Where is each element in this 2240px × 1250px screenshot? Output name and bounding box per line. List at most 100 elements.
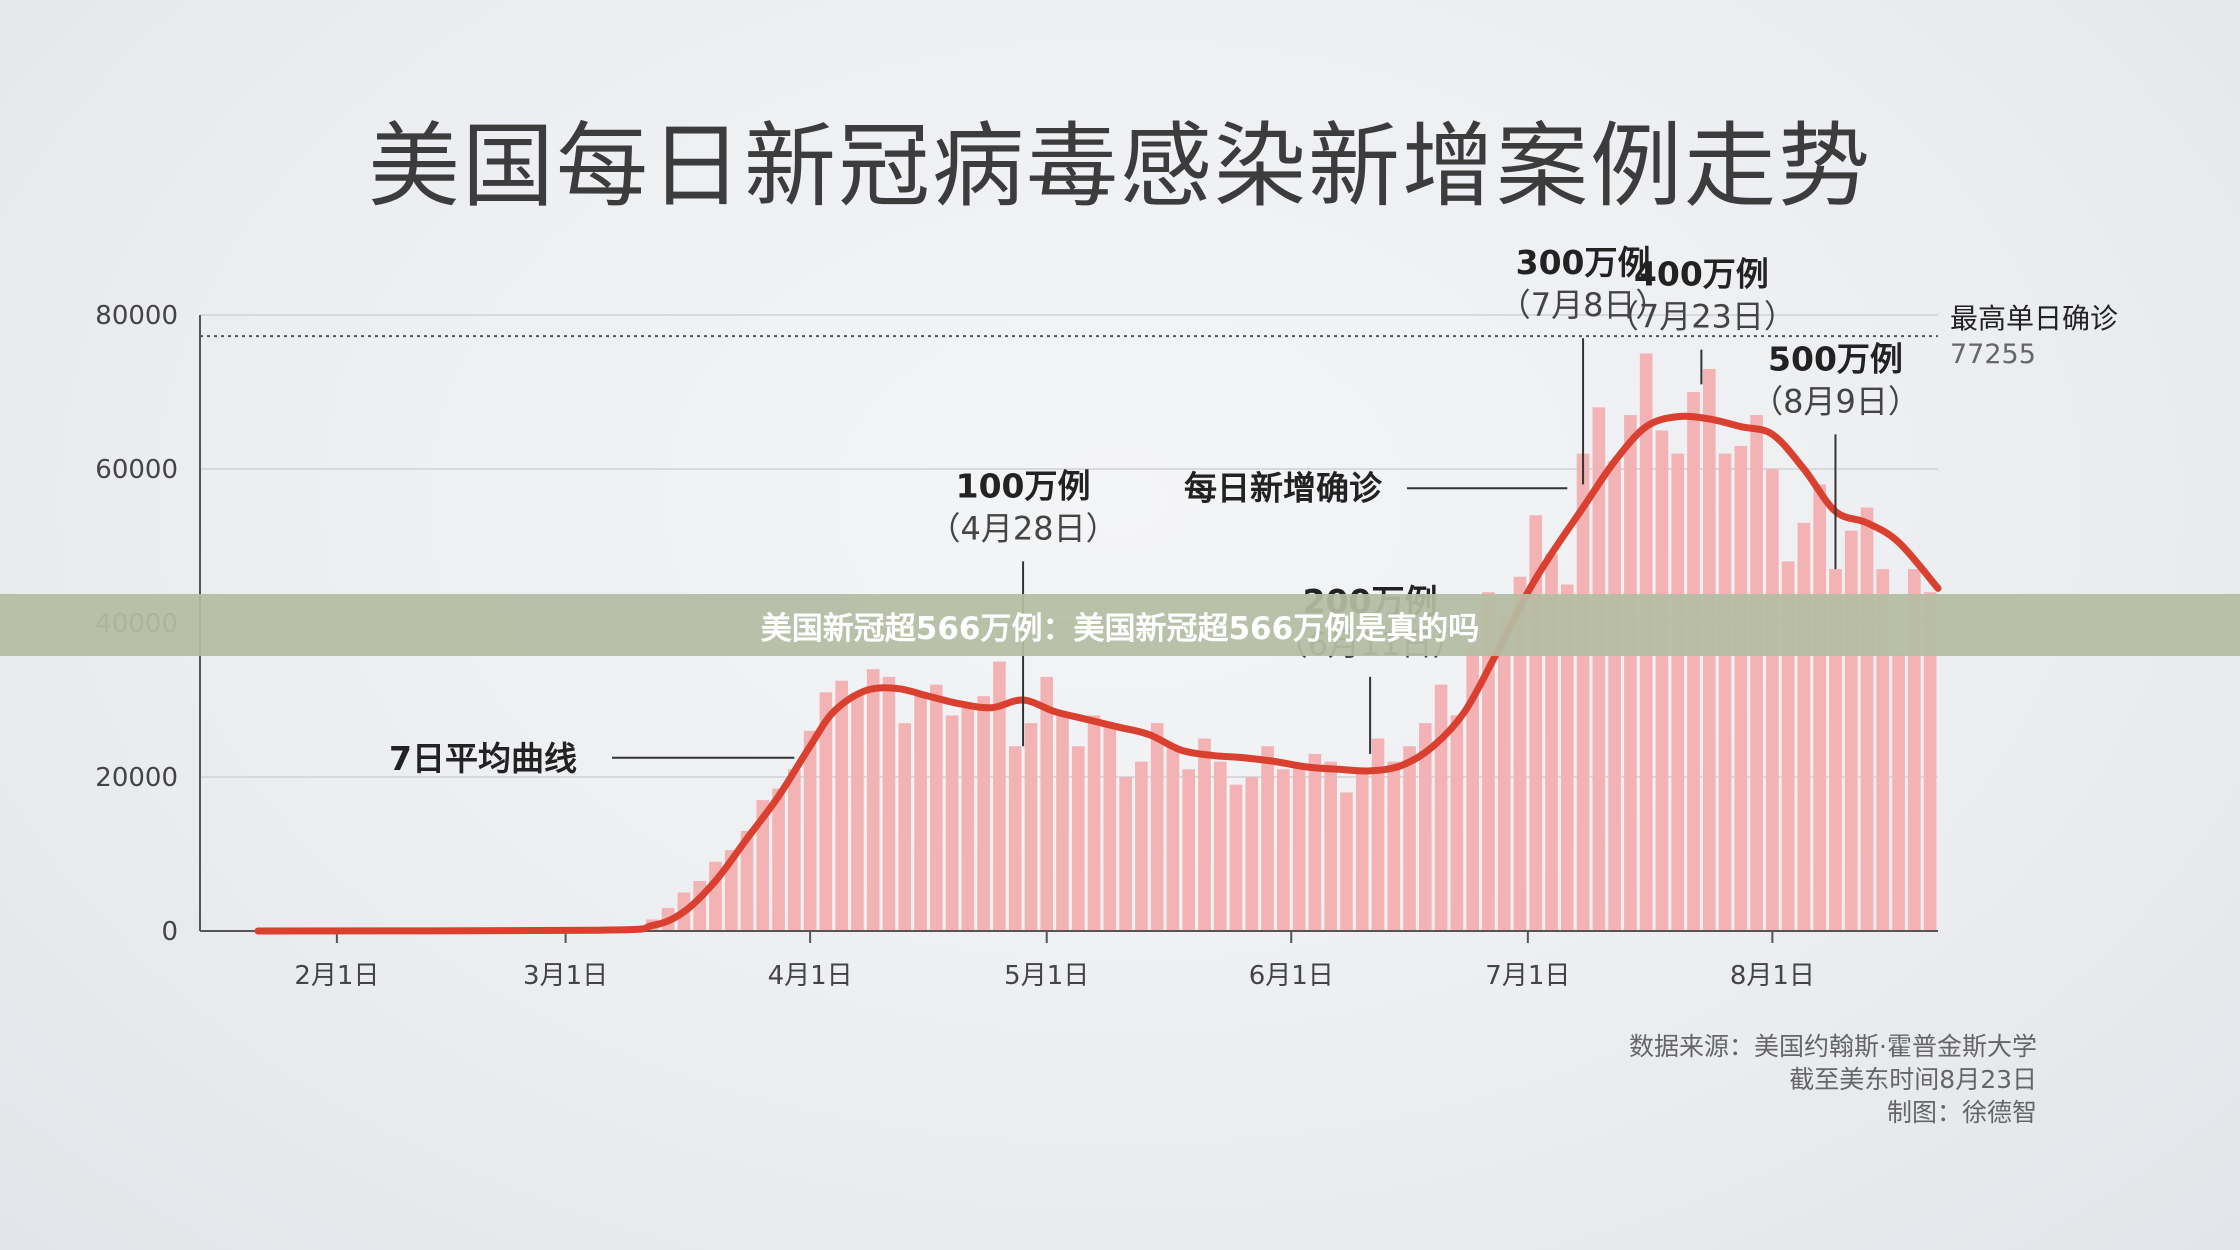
- annotation-label: 7日平均曲线: [389, 739, 577, 778]
- bar: [1277, 769, 1290, 931]
- overlay-banner[interactable]: 美国新冠超566万例：美国新冠超566万例是真的吗: [0, 594, 2240, 656]
- x-tick-label: 2月1日: [294, 961, 379, 991]
- axes: 0200004000060000800002月1日3月1日4月1日5月1日6月1…: [95, 301, 1938, 991]
- bar: [1371, 738, 1385, 931]
- bar: [1608, 461, 1621, 931]
- bar: [819, 692, 833, 931]
- bar: [772, 788, 785, 931]
- milestone-date: （8月9日）: [1751, 382, 1920, 420]
- bar: [1766, 469, 1779, 931]
- bar: [1466, 646, 1479, 931]
- avg-line: [254, 412, 1942, 935]
- bar: [1450, 715, 1464, 931]
- bar: [756, 800, 770, 931]
- bar: [1324, 761, 1337, 931]
- bar: [1829, 569, 1842, 931]
- bar: [977, 696, 990, 931]
- bar: [1103, 723, 1117, 931]
- bar: [1734, 445, 1748, 931]
- bar: [1419, 723, 1432, 931]
- bar: [914, 692, 927, 931]
- source-note: 数据来源：美国约翰斯·霍普金斯大学 截至美东时间8月23日 制图：徐德智: [1629, 1030, 2037, 1129]
- bar: [1797, 522, 1811, 931]
- milestone-date: （7月8日）: [1499, 286, 1668, 324]
- bar: [1908, 569, 1921, 931]
- y-tick-label: 20000: [95, 763, 178, 793]
- bar: [1576, 453, 1590, 931]
- x-tick-label: 7月1日: [1485, 961, 1570, 991]
- source-line: 数据来源：美国约翰斯·霍普金斯大学: [1629, 1032, 2037, 1061]
- y-tick-label: 80000: [95, 301, 178, 331]
- bar: [1844, 530, 1858, 931]
- chart-title: 美国每日新冠病毒感染新增案例走势: [367, 113, 1872, 220]
- bar: [1671, 453, 1685, 931]
- bar: [1024, 723, 1038, 931]
- bar: [1166, 746, 1180, 931]
- bar: [1040, 676, 1054, 931]
- milestone-label: 100万例: [956, 466, 1091, 505]
- milestone-date: （4月28日）: [929, 509, 1118, 547]
- bar: [930, 684, 943, 931]
- author-line: 制图：徐德智: [1886, 1098, 2037, 1127]
- bar: [803, 730, 817, 931]
- avg-line-group: [254, 412, 1942, 935]
- bar: [1071, 746, 1085, 931]
- y-tick-label: 0: [161, 917, 178, 947]
- bar: [1560, 584, 1574, 931]
- bar: [1150, 723, 1164, 931]
- bar: [1135, 761, 1148, 931]
- bar: [898, 723, 912, 931]
- bar: [1892, 653, 1905, 931]
- bar: [1624, 415, 1637, 932]
- bar: [1387, 761, 1401, 931]
- bar: [1750, 415, 1763, 932]
- banner-text: 美国新冠超566万例：美国新冠超566万例是真的吗: [760, 610, 1480, 647]
- bar: [1198, 738, 1211, 931]
- bar: [740, 830, 754, 931]
- bar: [1355, 769, 1369, 931]
- x-tick-label: 3月1日: [523, 961, 608, 991]
- bar: [1655, 430, 1669, 931]
- bar: [1245, 777, 1259, 931]
- peak-label: 最高单日确诊: [1950, 302, 2118, 335]
- date-line: 截至美东时间8月23日: [1789, 1065, 2037, 1094]
- bar: [851, 692, 864, 931]
- bar: [1056, 715, 1069, 931]
- bar: [882, 676, 896, 931]
- bar: [1340, 792, 1353, 931]
- peak-value: 77255: [1950, 339, 2036, 370]
- bar: [835, 680, 848, 931]
- bar: [1008, 746, 1022, 931]
- bar: [1860, 507, 1874, 931]
- bar: [1513, 576, 1527, 931]
- bar: [1292, 765, 1306, 931]
- bar: [1687, 392, 1700, 931]
- bar: [961, 707, 975, 931]
- bar: [1497, 615, 1511, 931]
- bar: [1308, 753, 1322, 931]
- bar: [866, 669, 880, 931]
- x-tick-label: 6月1日: [1249, 961, 1334, 991]
- milestone-label: 300万例: [1516, 243, 1651, 282]
- y-tick-label: 60000: [95, 455, 178, 485]
- x-tick-label: 5月1日: [1004, 961, 1089, 991]
- bar: [1592, 407, 1606, 931]
- bar: [1434, 684, 1448, 931]
- bar: [1923, 592, 1937, 931]
- x-tick-label: 8月1日: [1730, 961, 1815, 991]
- bar: [1087, 715, 1101, 931]
- bar: [1261, 746, 1274, 931]
- bar: [1813, 484, 1826, 931]
- daily-bars: [630, 353, 1937, 932]
- bar: [1403, 746, 1416, 931]
- bar: [1119, 777, 1132, 931]
- bar: [945, 715, 959, 931]
- bar: [1213, 761, 1227, 931]
- bar: [1182, 769, 1196, 931]
- x-tick-label: 4月1日: [768, 961, 853, 991]
- milestone-date: （7月23日）: [1607, 298, 1796, 336]
- bar: [993, 661, 1006, 931]
- bar: [1876, 569, 1890, 931]
- milestone-label: 500万例: [1768, 339, 1903, 378]
